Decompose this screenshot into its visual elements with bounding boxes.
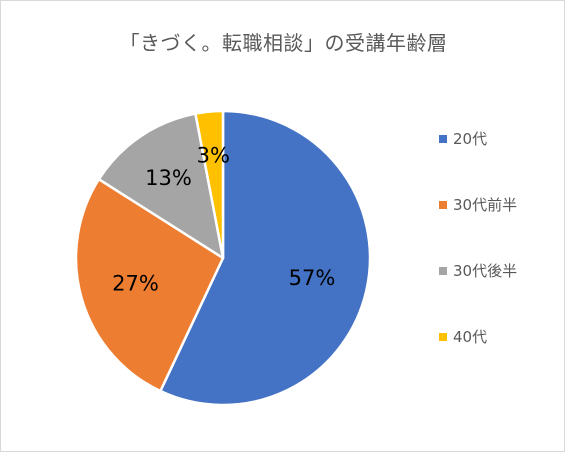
pie-slices [74, 109, 372, 407]
legend-swatch [439, 333, 447, 341]
legend-label: 20代 [453, 130, 488, 148]
legend-label: 40代 [453, 328, 488, 346]
data-label-3: 13% [145, 166, 192, 190]
legend-swatch [439, 201, 447, 209]
legend-swatch [439, 267, 447, 275]
legend-label: 30代後半 [453, 262, 518, 280]
pie-slice-4 [194, 109, 225, 260]
data-label-4: 3% [197, 144, 230, 168]
data-label-1: 57% [289, 266, 336, 290]
pie-data-labels: 57% 27% 13%3% [112, 144, 335, 296]
pie-slice-2 [74, 177, 225, 393]
legend-swatch [439, 135, 447, 143]
pie-slice-3 [97, 112, 225, 260]
data-label-2: 27% [112, 271, 159, 295]
pie-slice-1 [159, 109, 372, 407]
legend-label: 30代前半 [453, 196, 518, 214]
chart-title: 「きづく。転職相談」の受講年齢層 [119, 31, 448, 55]
